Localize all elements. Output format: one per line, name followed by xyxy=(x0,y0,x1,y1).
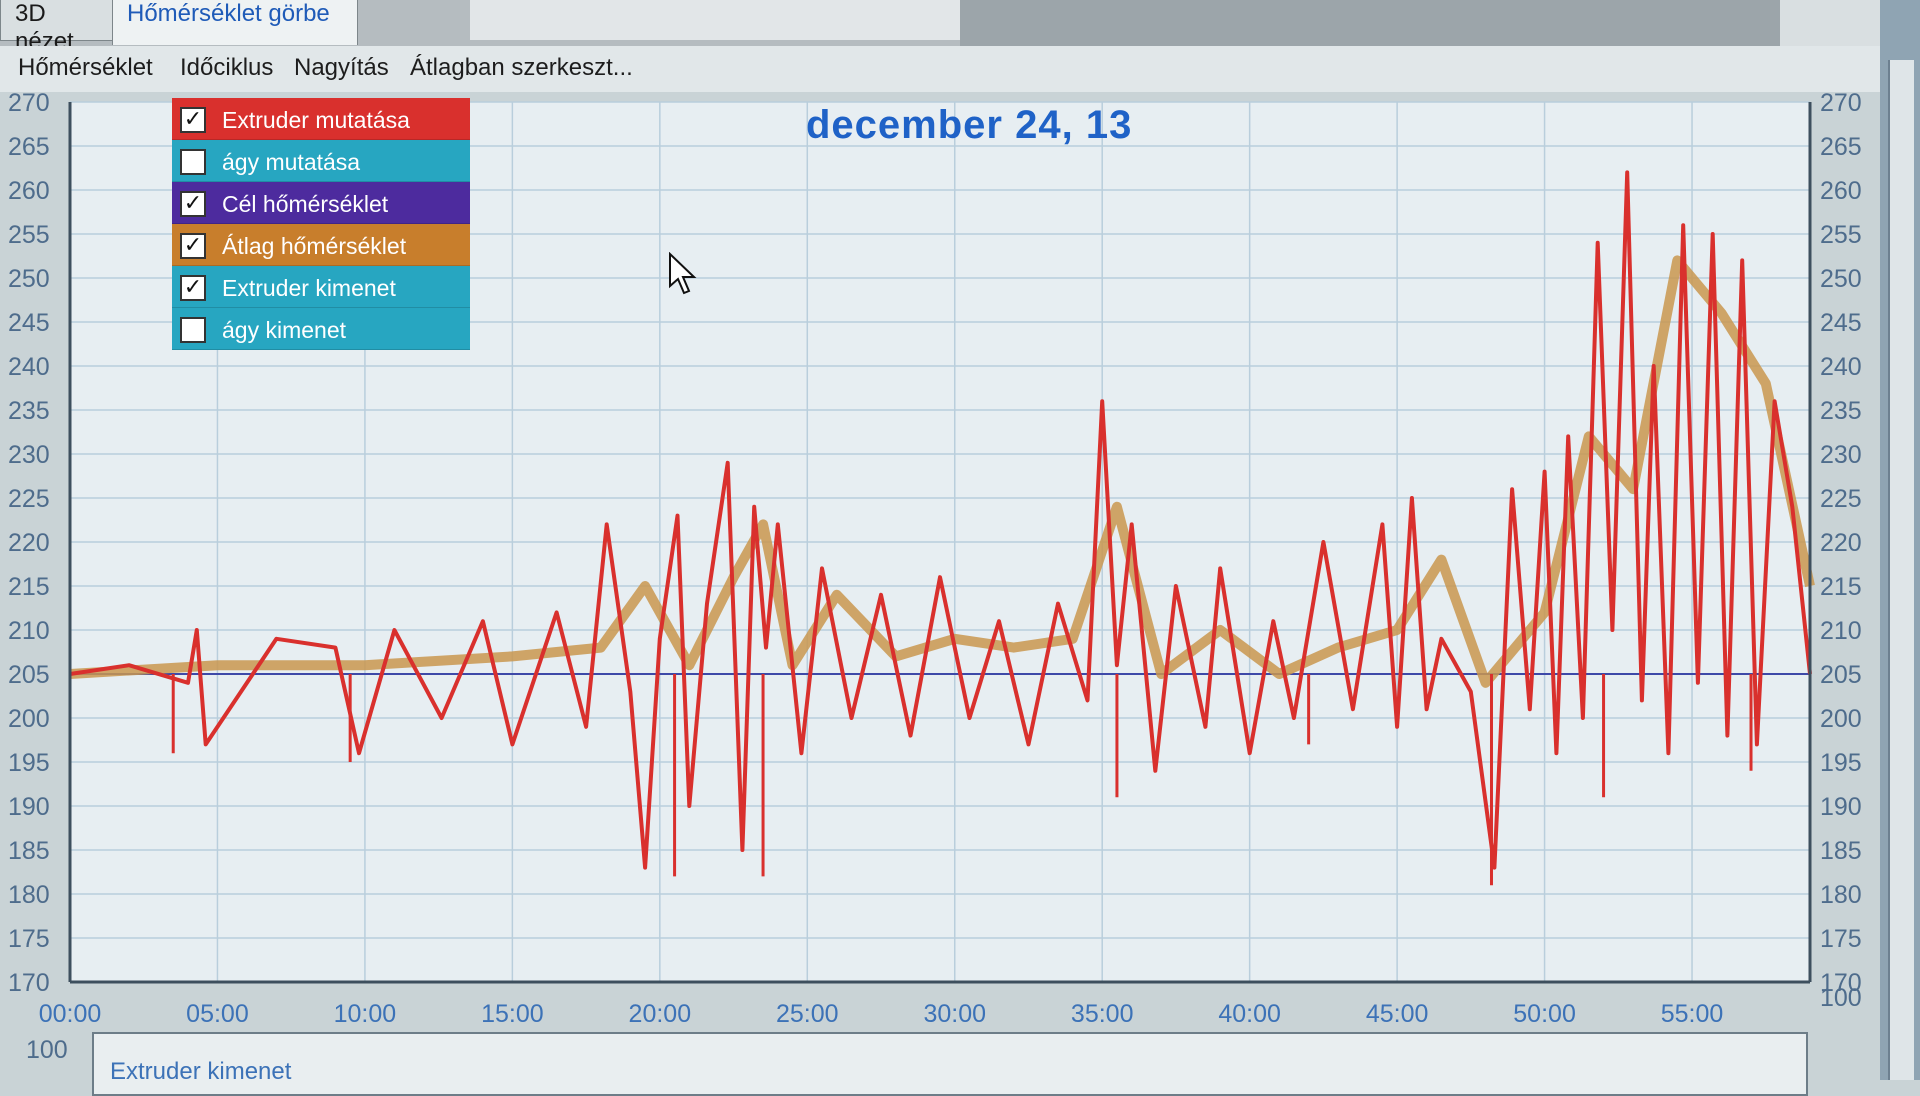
right-scrollbar[interactable] xyxy=(1888,60,1914,1080)
y-tick-label-right: 170 xyxy=(1820,969,1862,997)
legend-label: Átlag hőmérséklet xyxy=(222,233,407,259)
menu-average-edit[interactable]: Átlagban szerkeszt... xyxy=(410,54,633,81)
legend-label: ágy mutatása xyxy=(222,149,361,175)
x-tick-labels: 00:00 05:00 10:00 15:00 20:00 25:00 30:00 35:00… xyxy=(39,1000,1724,1028)
x-tick-label: 00:00 xyxy=(39,1000,102,1028)
y-tick-label-right: 175 xyxy=(1820,925,1862,953)
y-tick-label-right: 220 xyxy=(1820,529,1862,557)
checkbox-bed[interactable] xyxy=(180,149,206,175)
menu-bar: Hőmérséklet Időciklus Nagyítás Átlagban … xyxy=(0,46,1920,92)
y-tick-label: 255 xyxy=(8,221,50,249)
y-tick-label: 250 xyxy=(8,265,50,293)
x-tick-label: 15:00 xyxy=(481,1000,544,1028)
y-tick-labels-left: 170 175 180 185 190 195 200 205 210 215 220 225 230 2… xyxy=(8,92,50,997)
y-tick-label-right: 270 xyxy=(1820,92,1862,117)
checkbox-extruder-output[interactable]: ✓ xyxy=(180,275,206,301)
x-tick-label: 05:00 xyxy=(186,1000,249,1028)
checkbox-bed-output[interactable] xyxy=(180,317,206,343)
mouse-cursor-icon xyxy=(669,252,697,295)
y-tick-label: 270 xyxy=(8,92,50,117)
x-tick-label: 20:00 xyxy=(629,1000,692,1028)
y-tick-label-right: 250 xyxy=(1820,265,1862,293)
y-tick-label: 230 xyxy=(8,441,50,469)
x-tick-label: 25:00 xyxy=(776,1000,839,1028)
series-layer xyxy=(69,170,1815,886)
menu-time-cycle[interactable]: Időciklus xyxy=(180,54,274,81)
legend-label: Cél hőmérséklet xyxy=(222,191,389,217)
tab-strip-fill xyxy=(470,0,960,40)
y-tick-label: 195 xyxy=(8,749,50,777)
y-tick-label-right: 210 xyxy=(1820,617,1862,645)
legend-item-bed-output[interactable]: ágy kimenet xyxy=(172,308,470,350)
legend-item-extruder[interactable]: ✓ Extruder mutatása xyxy=(172,98,470,140)
y-tick-label: 220 xyxy=(8,529,50,557)
y-tick-labels-right: 170 175 180 185 190 195 200 205 210 215 220 225 230 2… xyxy=(1820,92,1862,997)
y-tick-label: 210 xyxy=(8,617,50,645)
legend-item-bed[interactable]: ágy mutatása xyxy=(172,140,470,182)
lower-y-tick-right: 100 xyxy=(1820,984,1862,1012)
y-tick-label-right: 240 xyxy=(1820,353,1862,381)
y-tick-label-right: 260 xyxy=(1820,177,1862,205)
y-tick-label-right: 215 xyxy=(1820,573,1862,601)
y-tick-label: 240 xyxy=(8,353,50,381)
menu-temperature[interactable]: Hőmérséklet xyxy=(18,54,153,81)
y-tick-label: 215 xyxy=(8,573,50,601)
lower-y-tick-left: 100 xyxy=(26,1036,68,1064)
y-tick-label: 170 xyxy=(8,969,50,997)
x-tick-label: 45:00 xyxy=(1366,1000,1429,1028)
extruder-output-panel xyxy=(92,1032,1808,1096)
y-tick-label: 175 xyxy=(8,925,50,953)
y-tick-label: 225 xyxy=(8,485,50,513)
y-tick-label: 200 xyxy=(8,705,50,733)
legend-label: Extruder mutatása xyxy=(222,107,410,133)
tab-strip-fill xyxy=(1780,0,1890,52)
checkbox-average[interactable]: ✓ xyxy=(180,233,206,259)
menu-zoom[interactable]: Nagyítás xyxy=(294,54,389,81)
legend-label: Extruder kimenet xyxy=(222,275,396,301)
x-tick-label: 40:00 xyxy=(1218,1000,1281,1028)
y-tick-label-right: 225 xyxy=(1820,485,1862,513)
legend-item-extruder-output[interactable]: ✓ Extruder kimenet xyxy=(172,266,470,308)
checkbox-target[interactable]: ✓ xyxy=(180,191,206,217)
y-tick-label-right: 230 xyxy=(1820,441,1862,469)
y-tick-label: 235 xyxy=(8,397,50,425)
y-tick-label-right: 205 xyxy=(1820,661,1862,689)
legend-item-average[interactable]: ✓ Átlag hőmérséklet xyxy=(172,224,470,266)
x-tick-label: 50:00 xyxy=(1513,1000,1576,1028)
y-tick-label-right: 190 xyxy=(1820,793,1862,821)
chart-date-title: december 24, 13 xyxy=(806,103,1133,147)
tab-strip: 3D nézet Hőmérséklet görbe xyxy=(0,0,1920,55)
x-tick-label: 30:00 xyxy=(923,1000,986,1028)
y-tick-label: 180 xyxy=(8,881,50,909)
y-tick-label-right: 235 xyxy=(1820,397,1862,425)
extruder-output-panel-label: Extruder kimenet xyxy=(110,1058,292,1085)
checkbox-extruder[interactable]: ✓ xyxy=(180,107,206,133)
y-tick-label-right: 200 xyxy=(1820,705,1862,733)
y-tick-label-right: 195 xyxy=(1820,749,1862,777)
y-tick-label: 260 xyxy=(8,177,50,205)
y-tick-label: 190 xyxy=(8,793,50,821)
legend: ✓ Extruder mutatása ágy mutatása ✓ Cél h… xyxy=(172,98,470,350)
y-tick-label-right: 255 xyxy=(1820,221,1862,249)
legend-label: ágy kimenet xyxy=(222,317,347,343)
tab-3d-view[interactable]: 3D nézet xyxy=(0,0,120,55)
tab-strip-fill xyxy=(960,0,1780,52)
y-tick-label: 245 xyxy=(8,309,50,337)
tab-temperature-curve[interactable]: Hőmérséklet görbe xyxy=(112,0,358,45)
x-tick-label: 35:00 xyxy=(1071,1000,1134,1028)
x-tick-label: 55:00 xyxy=(1661,1000,1724,1028)
legend-item-target[interactable]: ✓ Cél hőmérséklet xyxy=(172,182,470,224)
x-tick-label: 10:00 xyxy=(334,1000,397,1028)
y-tick-label-right: 185 xyxy=(1820,837,1862,865)
y-tick-label: 265 xyxy=(8,133,50,161)
y-tick-label-right: 180 xyxy=(1820,881,1862,909)
y-tick-label-right: 265 xyxy=(1820,133,1862,161)
series-extruder-line xyxy=(69,170,1812,870)
y-tick-label-right: 245 xyxy=(1820,309,1862,337)
y-tick-label: 185 xyxy=(8,837,50,865)
y-tick-label: 205 xyxy=(8,661,50,689)
